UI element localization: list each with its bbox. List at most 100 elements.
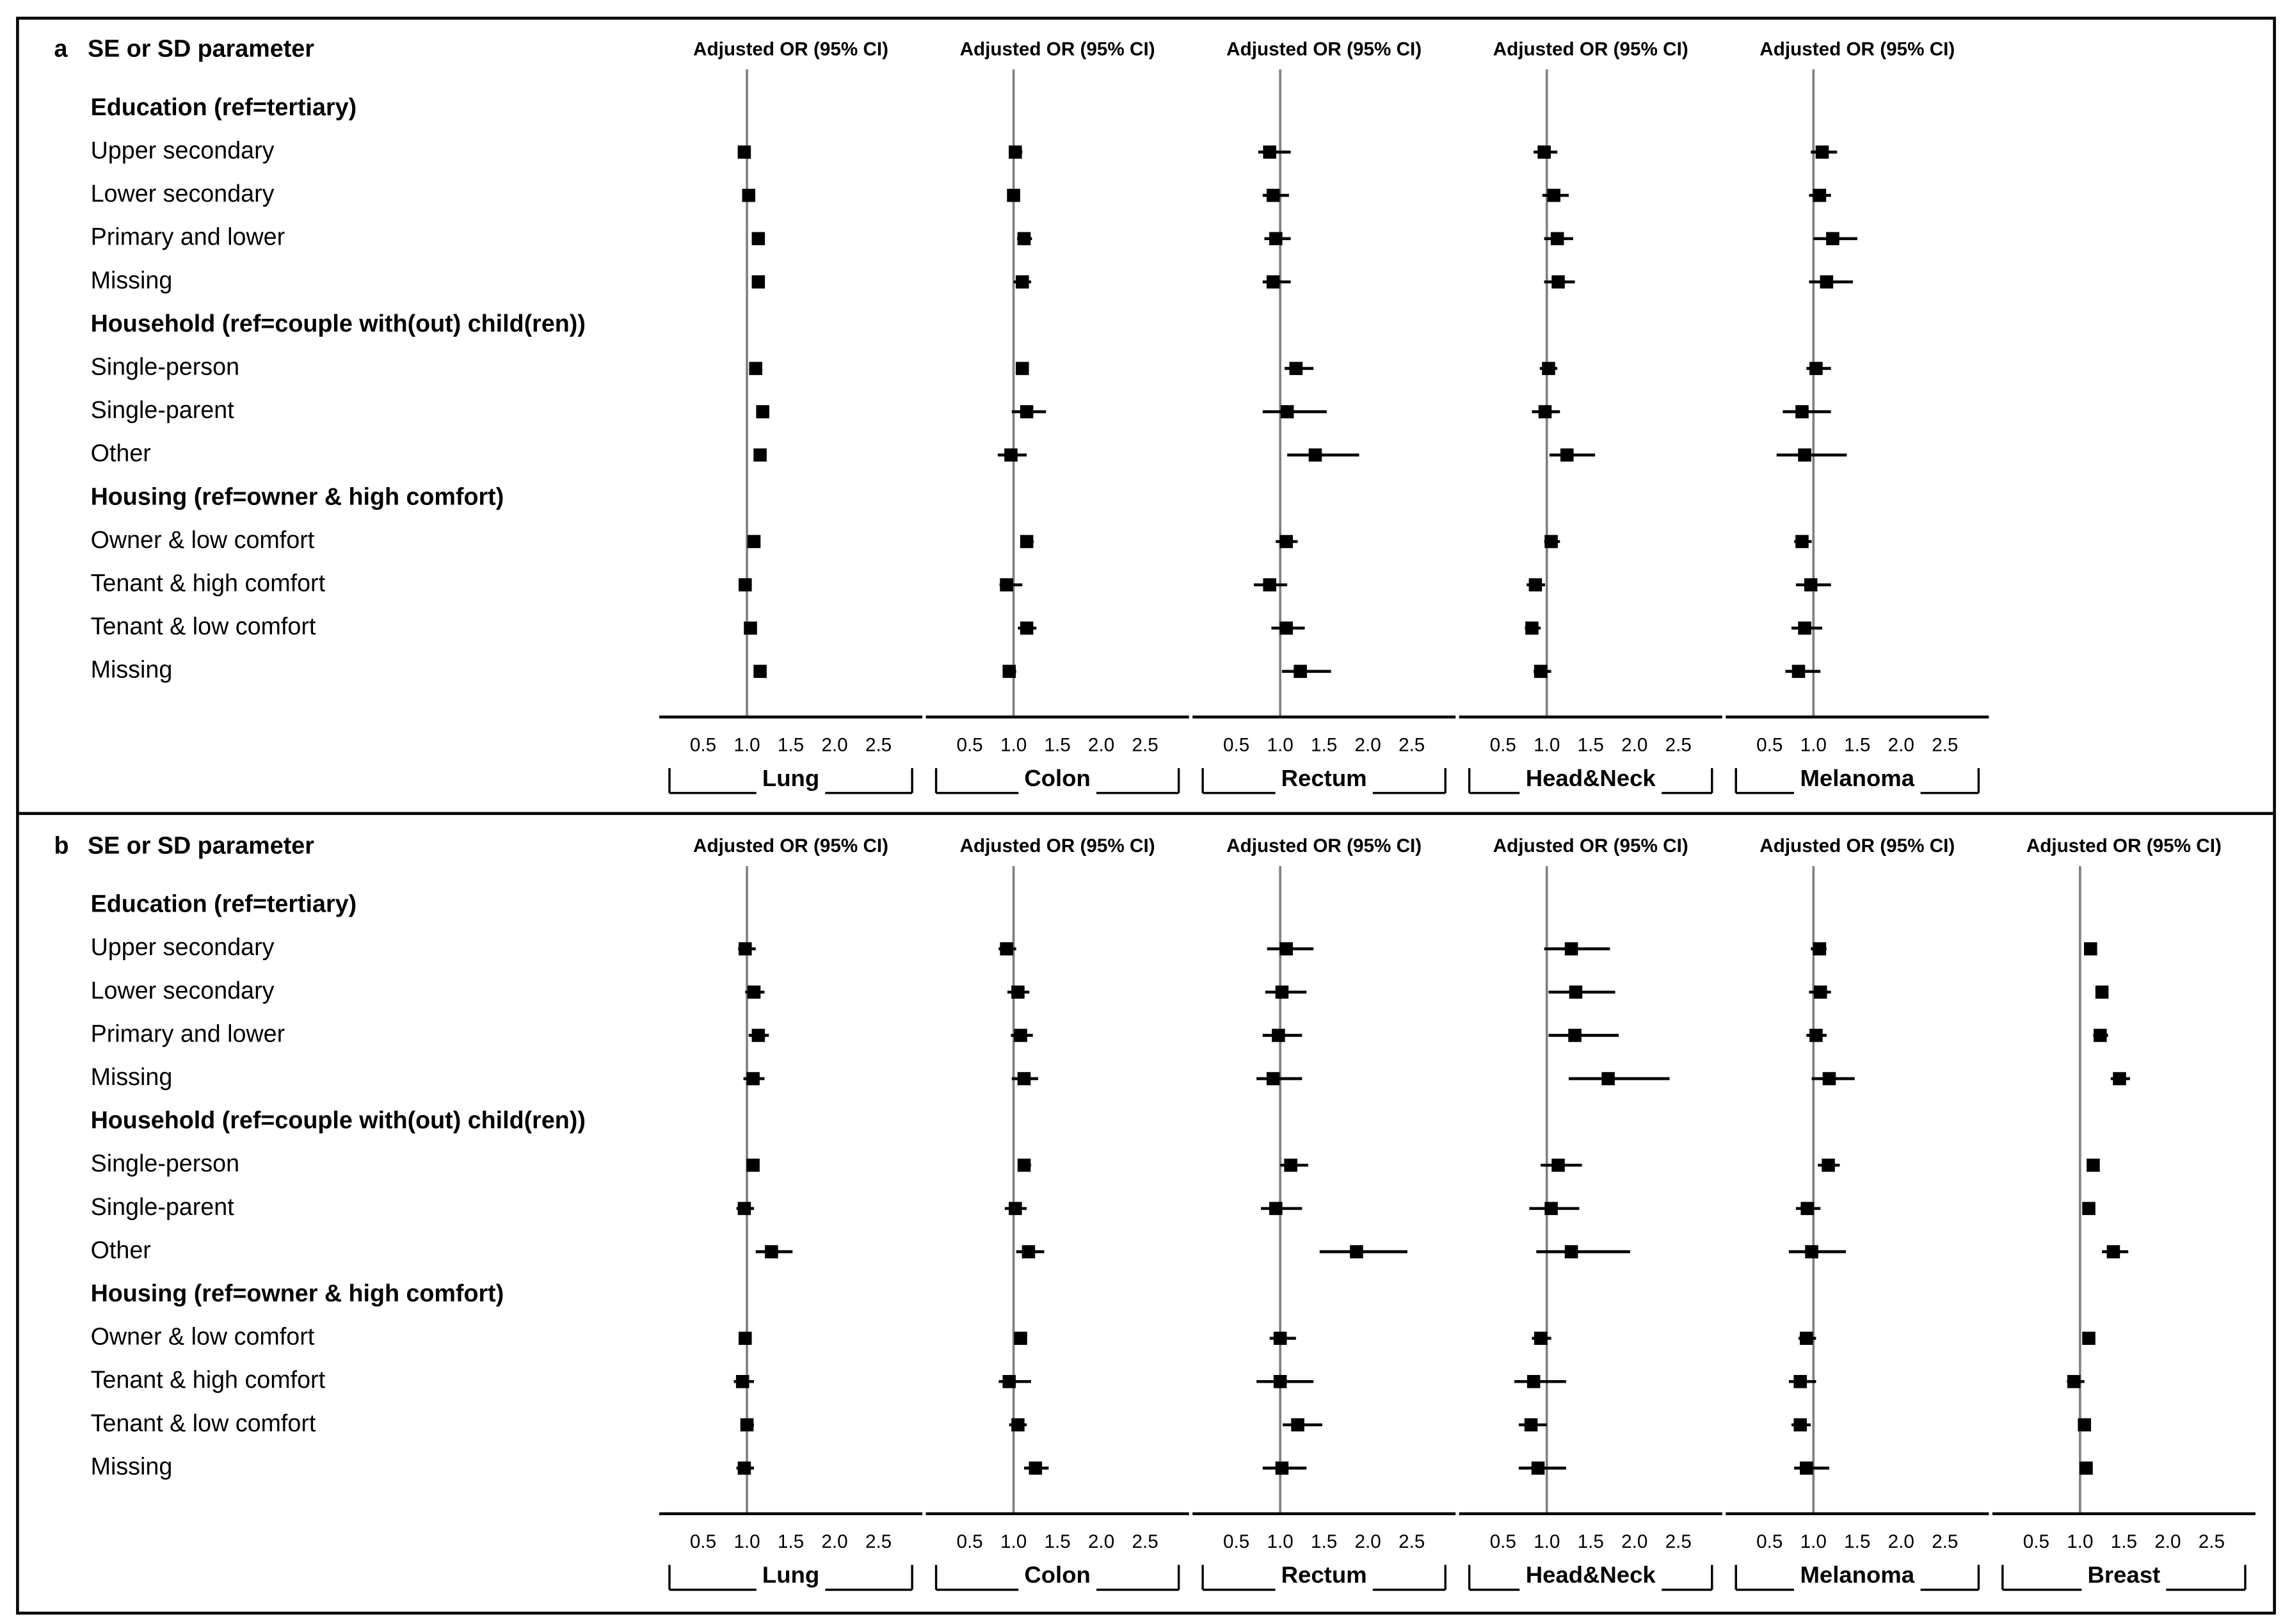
- x-tick-label: 1.5: [1578, 1531, 1604, 1552]
- x-tick-label: 0.5: [2023, 1531, 2049, 1552]
- point-estimate: [1000, 578, 1013, 591]
- point-estimate: [737, 145, 751, 159]
- x-tick-label: 2.5: [1132, 735, 1158, 756]
- x-tick-label: 2.0: [821, 1531, 847, 1552]
- chart-title: Adjusted OR (95% CI): [1759, 835, 1955, 856]
- x-tick-label: 2.5: [1398, 1531, 1425, 1552]
- point-estimate: [746, 1158, 760, 1172]
- point-estimate: [739, 578, 752, 591]
- point-estimate: [765, 1245, 778, 1258]
- point-estimate: [1542, 362, 1555, 375]
- x-tick-label: 2.0: [1888, 1531, 1914, 1552]
- point-estimate: [1798, 621, 1811, 635]
- x-tick-label: 1.5: [1844, 1531, 1870, 1552]
- x-axis-label: Rectum: [1281, 1562, 1367, 1588]
- point-estimate: [1534, 1331, 1548, 1345]
- point-estimate: [2095, 985, 2109, 999]
- point-estimate: [1004, 448, 1018, 462]
- point-estimate: [1551, 1158, 1565, 1172]
- x-tick-label: 1.5: [1578, 735, 1604, 756]
- point-estimate: [2106, 1245, 2120, 1258]
- point-estimate: [1525, 621, 1539, 635]
- chart-title: Adjusted OR (95% CI): [1226, 38, 1422, 60]
- point-estimate: [740, 1418, 754, 1432]
- chart-title: Adjusted OR (95% CI): [1226, 835, 1422, 856]
- point-estimate: [1813, 942, 1827, 956]
- row-label: Missing: [91, 1063, 173, 1090]
- x-tick-label: 1.5: [778, 735, 804, 756]
- point-estimate: [1014, 1029, 1027, 1042]
- chart-title: Adjusted OR (95% CI): [960, 835, 1155, 856]
- point-estimate: [1793, 1418, 1807, 1432]
- row-label: Upper secondary: [91, 137, 275, 164]
- row-label: Single-person: [91, 1150, 239, 1177]
- point-estimate: [1569, 985, 1583, 999]
- x-tick-label: 1.0: [1267, 735, 1294, 756]
- point-estimate: [1601, 1072, 1615, 1086]
- x-axis-label: Colon: [1024, 765, 1090, 791]
- point-estimate: [1795, 405, 1809, 419]
- point-estimate: [2087, 1158, 2100, 1172]
- x-tick-label: 0.5: [690, 735, 716, 756]
- row-label: Missing: [91, 656, 173, 683]
- point-estimate: [1280, 405, 1294, 419]
- point-estimate: [1269, 232, 1283, 246]
- x-tick-label: 2.5: [1932, 1531, 1958, 1552]
- point-estimate: [1263, 578, 1276, 591]
- panel-label: a: [54, 35, 68, 62]
- point-estimate: [744, 621, 757, 635]
- point-estimate: [1017, 232, 1031, 246]
- x-tick-label: 1.0: [1800, 1531, 1827, 1552]
- row-label: Upper secondary: [91, 933, 275, 960]
- point-estimate: [1009, 145, 1022, 159]
- point-estimate: [1279, 942, 1294, 956]
- x-tick-label: 1.5: [1044, 1531, 1070, 1552]
- x-tick-label: 1.0: [733, 735, 760, 756]
- x-tick-label: 1.5: [1044, 735, 1070, 756]
- point-estimate: [1266, 275, 1280, 289]
- x-tick-label: 2.5: [1132, 1531, 1158, 1552]
- point-estimate: [1547, 188, 1560, 202]
- row-label: Tenant & low comfort: [91, 613, 316, 639]
- x-tick-label: 1.5: [2111, 1531, 2137, 1552]
- x-tick-label: 1.0: [1267, 1531, 1294, 1552]
- x-tick-label: 1.0: [1000, 735, 1027, 756]
- row-label: Single-parent: [91, 396, 235, 423]
- x-tick-label: 2.0: [1355, 735, 1381, 756]
- group-heading: Household (ref=couple with(out) child(re…: [91, 1107, 586, 1134]
- point-estimate: [735, 1374, 749, 1388]
- x-axis-label: Head&Neck: [1526, 765, 1656, 791]
- point-estimate: [1350, 1245, 1363, 1258]
- frame: [16, 17, 2276, 1615]
- point-estimate: [1017, 1072, 1031, 1086]
- chart-title: Adjusted OR (95% CI): [693, 38, 888, 60]
- point-estimate: [1813, 188, 1827, 202]
- point-estimate: [2067, 1374, 2081, 1388]
- point-estimate: [1531, 1461, 1545, 1475]
- point-estimate: [1527, 1374, 1541, 1388]
- point-estimate: [1275, 985, 1289, 999]
- point-estimate: [751, 275, 765, 289]
- x-axis-label: Colon: [1024, 1562, 1090, 1588]
- point-estimate: [1795, 535, 1809, 549]
- row-label: Owner & low comfort: [91, 526, 315, 553]
- x-tick-label: 2.0: [1088, 1531, 1114, 1552]
- point-estimate: [1275, 1461, 1289, 1475]
- x-tick-label: 0.5: [956, 1531, 982, 1552]
- chart-title: Adjusted OR (95% CI): [960, 38, 1155, 60]
- point-estimate: [1550, 232, 1564, 246]
- chart-title: Adjusted OR (95% CI): [1493, 835, 1688, 856]
- x-tick-label: 2.5: [1665, 735, 1692, 756]
- point-estimate: [1279, 621, 1294, 635]
- x-axis-label: Lung: [762, 765, 819, 791]
- point-estimate: [1551, 275, 1565, 289]
- point-estimate: [1020, 405, 1034, 419]
- group-heading: Education (ref=tertiary): [91, 93, 357, 120]
- point-estimate: [1014, 1331, 1027, 1345]
- point-estimate: [1016, 362, 1029, 375]
- x-tick-label: 2.5: [1665, 1531, 1692, 1552]
- group-heading: Housing (ref=owner & high comfort): [91, 1280, 504, 1306]
- point-estimate: [749, 362, 763, 375]
- point-estimate: [1263, 145, 1276, 159]
- x-tick-label: 0.5: [1756, 735, 1783, 756]
